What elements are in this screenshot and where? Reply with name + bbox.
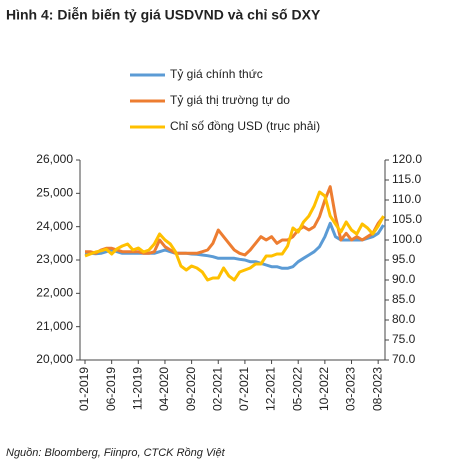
y-tick-label: 22,000 <box>36 286 73 300</box>
x-tick-label: 06-2019 <box>104 367 118 411</box>
x-tick-label: 05-2022 <box>290 367 304 411</box>
series-line <box>85 185 385 257</box>
y2-tick-label: 75.0 <box>392 332 416 346</box>
x-tick-label: 07-2021 <box>237 367 251 411</box>
x-tick-label: 10-2022 <box>317 367 331 411</box>
y-tick-label: 20,000 <box>36 352 73 366</box>
x-tick-label: 01-2019 <box>77 367 91 411</box>
legend-label: Tỷ giá thị trường tự do <box>170 93 290 107</box>
source-note: Nguồn: Bloomberg, Fiinpro, CTCK Rồng Việ… <box>6 447 226 459</box>
x-tick-label: 03-2023 <box>344 367 358 411</box>
y2-tick-label: 70.0 <box>392 352 416 366</box>
y-tick-label: 23,000 <box>36 252 73 266</box>
x-tick-label: 04-2020 <box>157 367 171 411</box>
legend-label: Chỉ số đồng USD (trục phải) <box>170 119 320 133</box>
y-tick-label: 25,000 <box>36 186 73 200</box>
y-tick-label: 24,000 <box>36 219 73 233</box>
series-line <box>84 190 385 282</box>
legend-label: Tỷ giá chính thức <box>170 67 263 81</box>
y2-tick-label: 80.0 <box>392 312 416 326</box>
y2-tick-label: 85.0 <box>392 292 416 306</box>
y2-tick-label: 90.0 <box>392 272 416 286</box>
x-tick-label: 02-2021 <box>210 367 224 411</box>
y2-tick-label: 105.0 <box>392 212 422 226</box>
x-tick-label: 09-2020 <box>184 367 198 411</box>
chart-title: Hình 4: Diễn biến tỷ giá USDVND và chỉ s… <box>6 7 321 23</box>
y2-tick-label: 120.0 <box>392 152 422 166</box>
y-tick-label: 26,000 <box>36 152 73 166</box>
y2-tick-label: 95.0 <box>392 252 416 266</box>
y2-tick-label: 110.0 <box>392 192 421 206</box>
series-line <box>85 221 385 270</box>
x-tick-label: 08-2023 <box>370 367 384 411</box>
y2-tick-label: 115.0 <box>392 172 421 186</box>
x-tick-label: 11-2019 <box>130 367 144 410</box>
y-tick-label: 21,000 <box>36 319 73 333</box>
x-tick-label: 12-2021 <box>264 367 278 411</box>
y2-tick-label: 100.0 <box>392 232 422 246</box>
